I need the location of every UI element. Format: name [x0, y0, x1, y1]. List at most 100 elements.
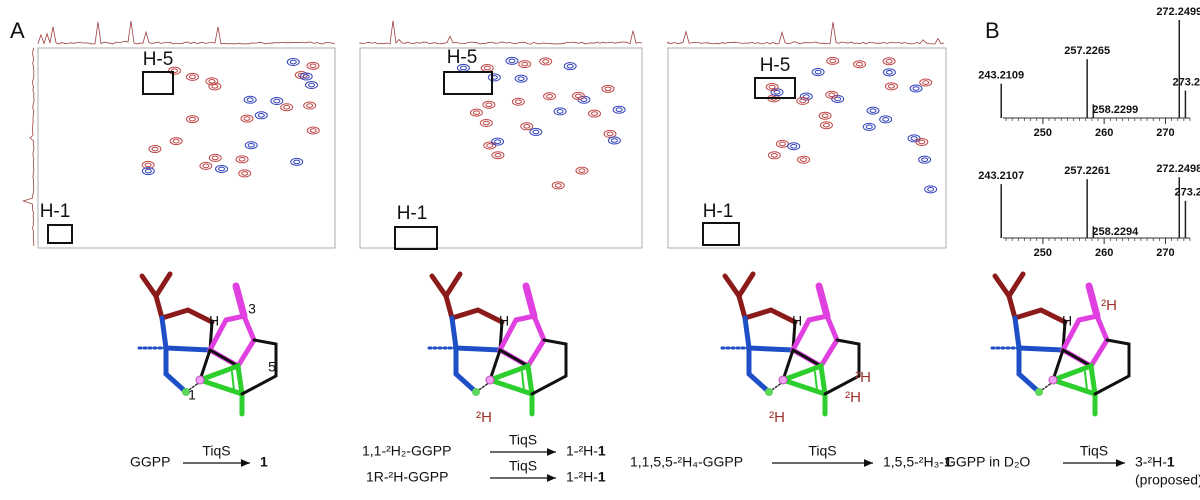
nmr-peak: [591, 111, 599, 116]
nmr-peak: [869, 108, 877, 113]
nmr-peak: [822, 122, 830, 128]
nmr-peak: [778, 141, 786, 147]
nmr-peak: [218, 166, 226, 172]
nmr-peak: [606, 131, 614, 137]
panel-label: B: [985, 18, 1000, 43]
nmr-peak: [927, 187, 935, 192]
nmr-peak: [821, 113, 829, 119]
nmr-peak: [909, 84, 923, 93]
atom-label: H: [209, 313, 219, 329]
nmr-peak: [208, 82, 222, 91]
nmr-peak: [469, 108, 483, 117]
product-prefix: 1-²H-: [566, 443, 598, 459]
nmr-peak: [615, 107, 623, 112]
nmr-peak: [309, 128, 317, 133]
nmr-peak: [862, 122, 876, 131]
atom-label: ²H: [855, 369, 871, 386]
nmr-trace: [22, 47, 35, 247]
ms-tick-label: 260: [1095, 247, 1113, 259]
nmr-peak: [169, 137, 183, 146]
nmr-peak: [790, 143, 798, 149]
h5-box: [142, 71, 174, 95]
nmr-peak: [882, 68, 896, 77]
nmr-peak: [211, 155, 219, 161]
ms-tick-label: 250: [1034, 247, 1052, 259]
nmr-peak: [244, 141, 258, 150]
nmr-peak: [144, 162, 152, 168]
nmr-peak: [546, 93, 554, 99]
nmr-peak: [270, 97, 284, 106]
enzyme: TiqS: [509, 432, 537, 448]
nmr-peak: [289, 59, 297, 65]
atom-label: H: [792, 313, 802, 329]
nmr-peak: [770, 153, 778, 158]
nmr-peak: [919, 78, 933, 87]
nmr-peak: [482, 120, 490, 126]
h5-label: H-5: [760, 55, 791, 76]
nmr-trace: [359, 20, 643, 45]
nmr-peak: [543, 92, 557, 101]
nmr-peak: [542, 59, 550, 64]
nmr-peak: [532, 129, 540, 135]
nmr-peak: [235, 155, 249, 164]
nmr-peak: [273, 98, 281, 104]
substrate: 1,1,5,5-²H₄-GGPP: [630, 454, 743, 470]
nmr-peak: [829, 58, 837, 64]
nmr-peak: [247, 142, 255, 148]
atom-label: ²H: [845, 389, 861, 406]
nmr-peak: [299, 72, 313, 81]
nmr-peak: [796, 96, 810, 105]
nmr-peak: [309, 63, 317, 69]
nmr-peak: [865, 124, 873, 130]
product: 1: [598, 469, 606, 485]
ms-peak-label: 243.2109: [978, 70, 1024, 82]
nmr-peak: [814, 69, 822, 75]
nmr-peak: [188, 74, 196, 80]
atom-label: ²H: [1101, 297, 1117, 314]
product: 1: [944, 454, 952, 470]
nmr-peak: [912, 86, 920, 91]
nmr-peak: [517, 76, 525, 81]
nmr-peak: [918, 155, 932, 164]
nmr-peak: [924, 185, 938, 194]
nmr-peak: [819, 121, 833, 130]
nmr-peak: [494, 152, 502, 158]
nmr-peak: [770, 88, 784, 97]
nmr-peak: [551, 181, 565, 190]
h1-label: H-1: [40, 201, 71, 222]
nmr-frame: [359, 47, 643, 249]
atom-label: ²H: [769, 409, 785, 426]
nmr-peak: [529, 127, 543, 136]
product: 1: [1167, 454, 1175, 470]
ms-peak-label: 272.2498: [1156, 163, 1200, 175]
nmr-peak: [521, 61, 529, 67]
nmr-peak: [866, 106, 880, 115]
nmr-peak: [305, 81, 319, 90]
nmr-peak: [879, 115, 893, 124]
nmr-peak: [144, 168, 152, 174]
enzyme: TiqS: [509, 458, 537, 474]
nmr-peak: [303, 101, 317, 110]
nmr-peak: [185, 115, 199, 124]
h1-box: [394, 226, 438, 250]
atom-label: H: [1062, 313, 1072, 329]
nmr-peak: [918, 139, 926, 145]
nmr-peak: [518, 60, 532, 69]
ms-peak-label: 273.2532: [1174, 187, 1200, 199]
nmr-peak: [208, 153, 222, 162]
panel-label: A: [10, 18, 25, 43]
nmr-peak: [306, 61, 320, 70]
nmr-peak: [571, 91, 585, 100]
nmr-peak: [290, 157, 304, 166]
nmr-peak: [494, 139, 502, 144]
nmr-peak: [208, 78, 216, 84]
nmr-peak: [483, 65, 491, 71]
h5-label: H-5: [447, 47, 478, 68]
nmr-frame: [37, 47, 336, 249]
h5-box: [754, 77, 796, 99]
nmr-peak: [246, 97, 254, 103]
nmr-peak: [141, 160, 155, 169]
nmr-peak: [604, 86, 612, 92]
nmr-peak: [566, 63, 574, 69]
